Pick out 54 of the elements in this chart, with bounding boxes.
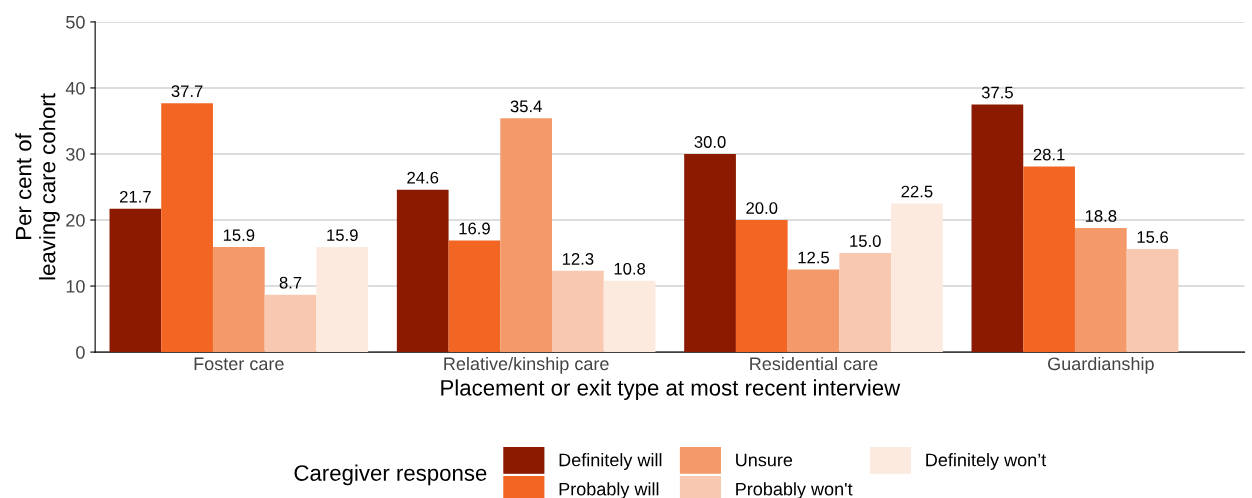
y-tick-label: 40 (65, 81, 85, 95)
text: 35.4 (510, 100, 542, 113)
bar (787, 269, 840, 353)
bar (603, 280, 656, 353)
bar (448, 240, 501, 353)
y-tick-label: 30 (66, 147, 85, 161)
text: 8.7 (279, 276, 302, 289)
y-tick-label: 10 (66, 279, 85, 293)
bar (316, 247, 369, 353)
text: 37.5 (981, 86, 1013, 99)
y-tick-label: 20 (66, 213, 85, 227)
text: 30.0 (694, 136, 726, 148)
bar (891, 203, 943, 353)
x-tick-label: Guardianship (1048, 356, 1154, 374)
text: 28.1 (1033, 148, 1065, 161)
text: 12.3 (562, 252, 594, 265)
text: 20.0 (746, 202, 778, 214)
bar (1023, 166, 1075, 353)
x-axis-title: Placement or exit type at most recent interview (441, 379, 901, 401)
text: 15.9 (223, 229, 255, 242)
y-tick-label: 0 (76, 346, 85, 359)
bar (839, 253, 892, 353)
text: 10.8 (614, 262, 646, 275)
text: 15.6 (1137, 231, 1169, 243)
bar (971, 104, 1024, 353)
text: 16.9 (459, 222, 490, 235)
text: 12.5 (798, 251, 830, 264)
x-tick-label: Residential care (750, 356, 878, 371)
bar (735, 220, 788, 353)
legend-label: Definitely will (559, 453, 662, 470)
text: 15.9 (327, 229, 358, 242)
text: 15.0 (850, 235, 881, 247)
bar (500, 118, 553, 353)
bar (161, 103, 213, 353)
bar (109, 208, 162, 353)
bar (396, 189, 449, 353)
y-axis-title: Per cent of leaving care cohort (15, 93, 60, 280)
y-tick-label: 50 (66, 15, 85, 29)
bar (1126, 249, 1179, 353)
x-tick-label: Foster care (194, 357, 284, 371)
text: 24.6 (407, 171, 439, 184)
bar (264, 294, 317, 353)
bar (212, 247, 265, 353)
text: 37.7 (171, 85, 203, 98)
text: 22.5 (901, 185, 933, 198)
legend-label: Unsure (736, 453, 793, 467)
bar (552, 270, 604, 353)
legend-title: Caregiver response (294, 464, 487, 486)
text: 18.8 (1085, 210, 1117, 222)
x-tick-label: Relative/kinship care (444, 356, 609, 374)
text: 21.7 (120, 190, 151, 203)
bar (684, 153, 736, 353)
bar (1074, 227, 1127, 353)
legend-label: Definitely won’t (926, 453, 1047, 470)
